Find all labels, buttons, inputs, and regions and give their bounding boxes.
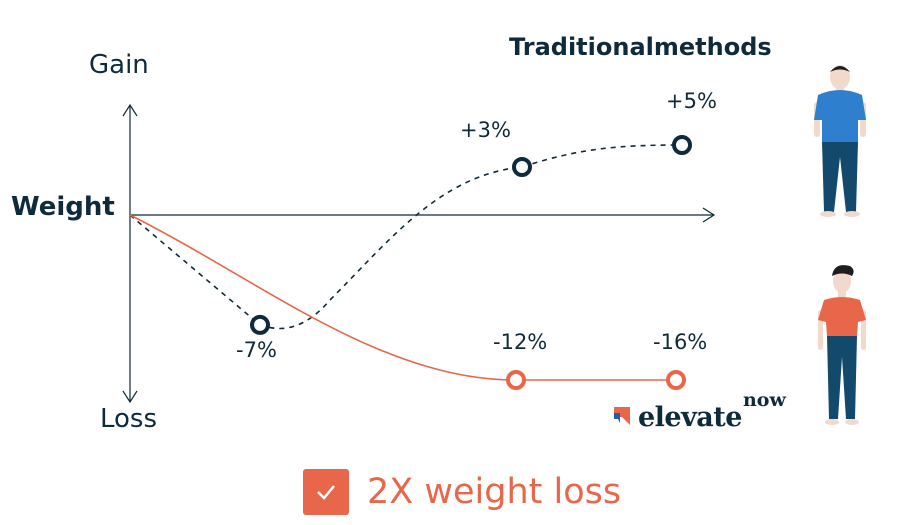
traditional-methods-label: Traditionalmethods <box>509 33 772 61</box>
traditional-methods-line <box>129 144 683 330</box>
traditional-point-1 <box>250 314 270 335</box>
y-axis-arrows <box>122 103 138 404</box>
value-label-trad-3: +5% <box>666 89 717 113</box>
weight-label: Weight <box>11 192 115 222</box>
traditional-point-2 <box>512 157 532 177</box>
logo-superscript: now <box>742 389 786 411</box>
gain-label: Gain <box>89 50 149 80</box>
loss-label: Loss <box>100 404 158 434</box>
cta-banner: 2X weight loss <box>303 469 621 515</box>
axes <box>122 103 716 404</box>
x-axis-arrow <box>702 207 716 223</box>
value-label-trad-2: +3% <box>460 118 511 142</box>
series-layer <box>129 135 692 390</box>
person-elevatenow-illustration <box>818 265 866 425</box>
cta-text: 2X weight loss <box>367 472 622 512</box>
person-traditional-illustration <box>814 65 866 217</box>
logo-wordmark: elevate <box>638 402 742 433</box>
elevatenow-logo-mark-icon <box>614 407 630 425</box>
elevatenow-point-2 <box>666 370 686 390</box>
check-icon <box>303 469 349 515</box>
elevatenow-point-1 <box>506 370 526 390</box>
value-label-elevate-2: -16% <box>653 330 708 354</box>
elevatenow-logo: elevate now <box>612 389 786 433</box>
value-label-elevate-1: -12% <box>493 330 548 354</box>
value-label-trad-1: -7% <box>236 338 277 362</box>
traditional-point-3 <box>672 135 692 155</box>
elevatenow-line <box>129 214 676 381</box>
